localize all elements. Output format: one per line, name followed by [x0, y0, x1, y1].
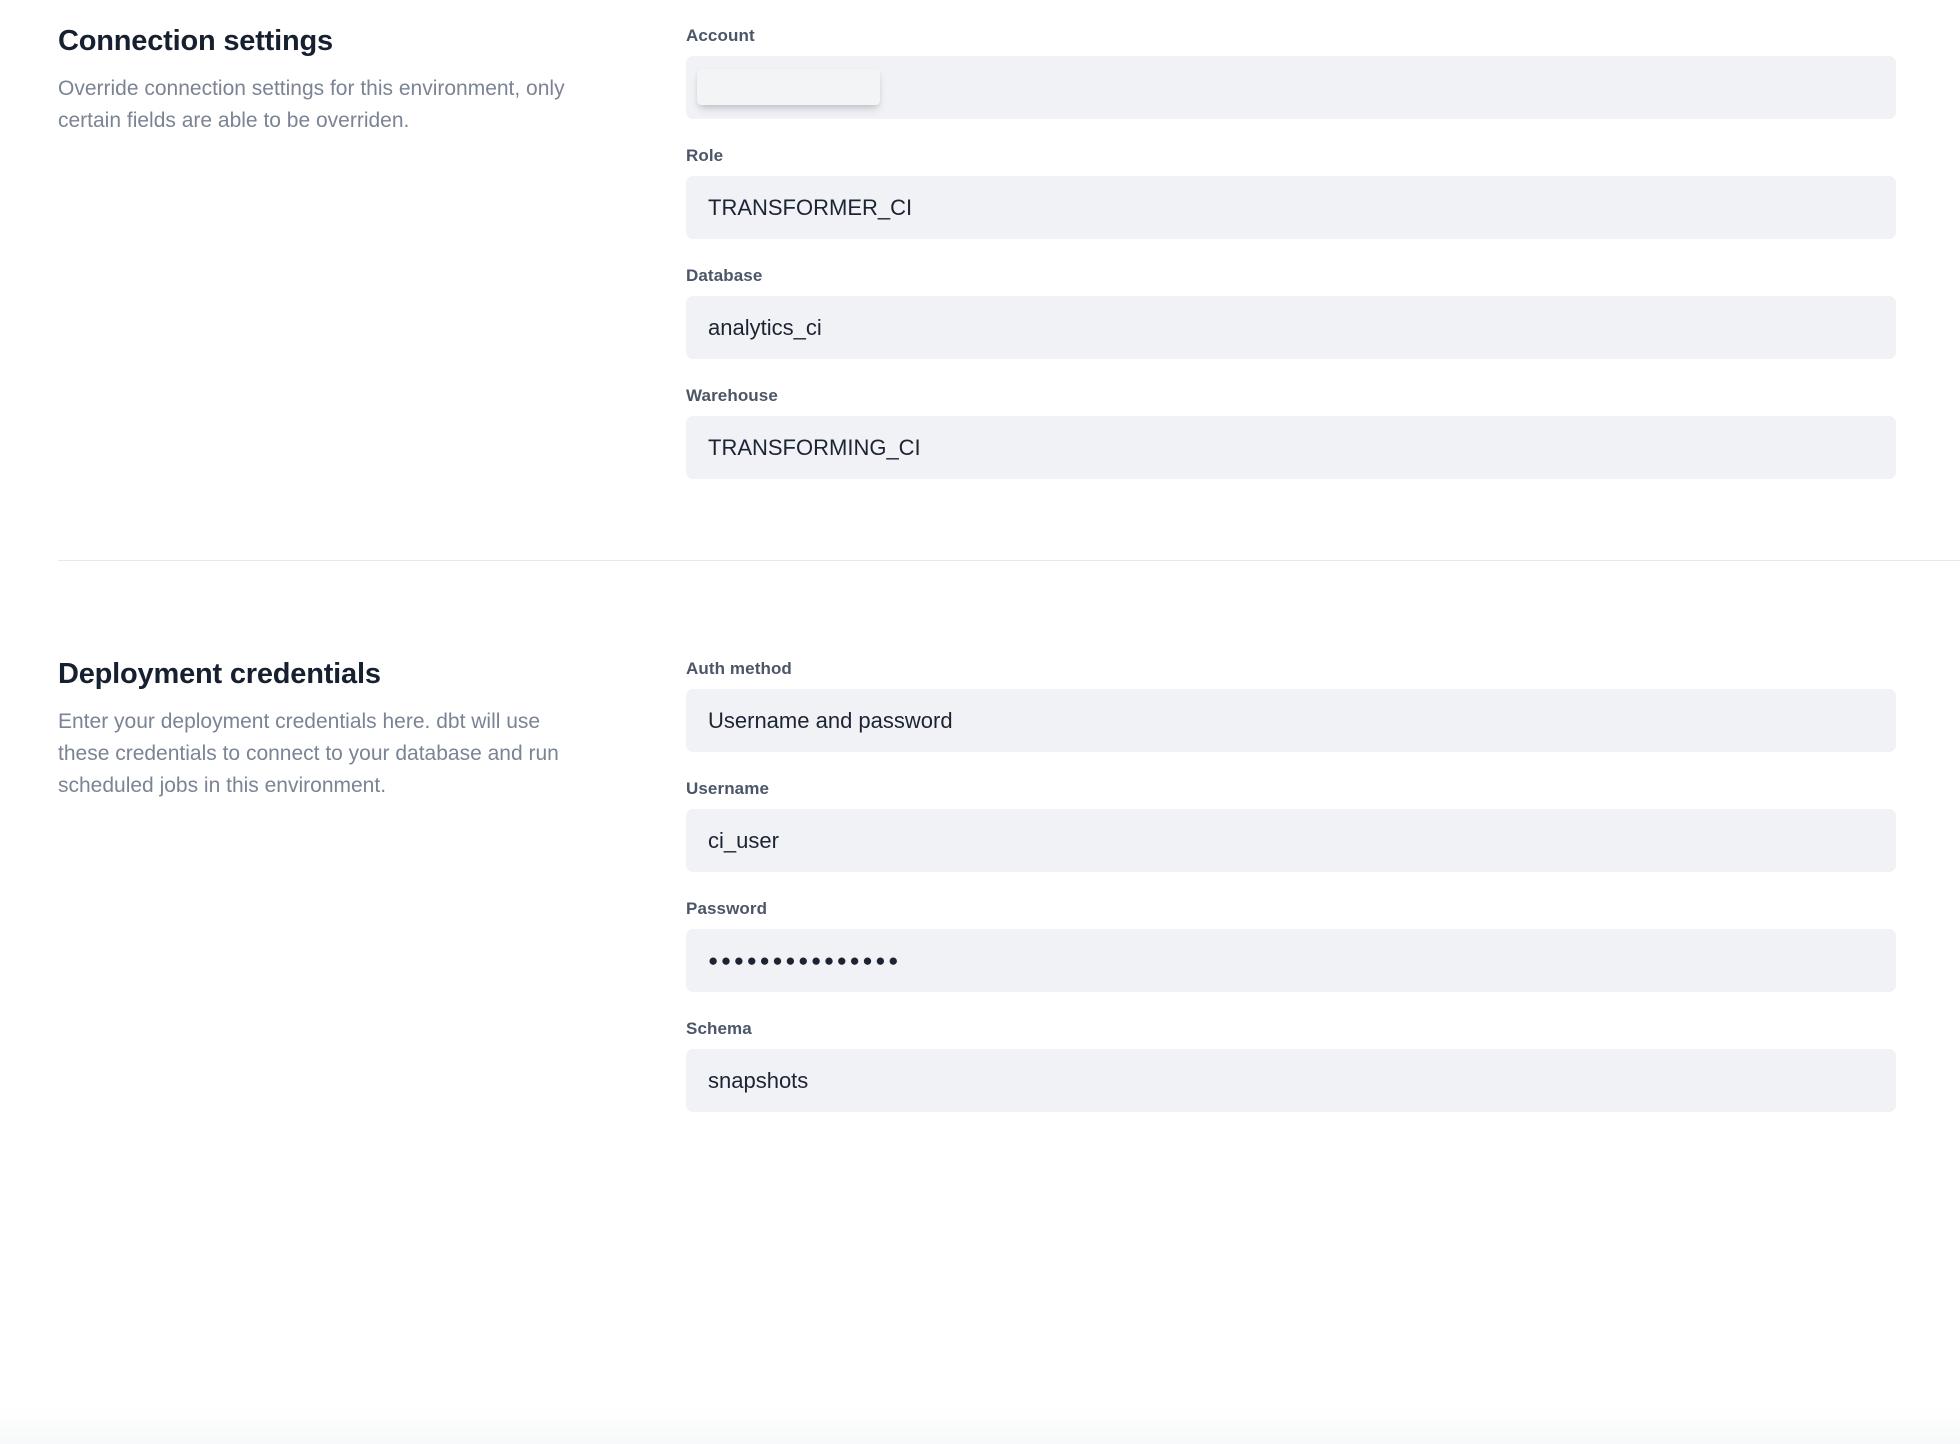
field-warehouse-label: Warehouse: [686, 386, 778, 405]
section-deployment-credentials-fields: Auth method Username and password Userna…: [686, 657, 1896, 1112]
section-connection-settings: Connection settings Override connection …: [0, 24, 1960, 479]
field-password-label: Password: [686, 899, 768, 918]
role-input[interactable]: TRANSFORMER_CI: [686, 176, 1896, 239]
section-deployment-credentials-title: Deployment credentials: [58, 658, 381, 690]
field-auth-method: Auth method Username and password: [686, 659, 1896, 752]
field-database: Database analytics_ci: [686, 266, 1896, 359]
field-database-value: analytics_ci: [708, 314, 822, 340]
field-schema: Schema snapshots: [686, 1019, 1896, 1112]
username-input[interactable]: ci_user: [686, 809, 1896, 872]
field-password-value: ●●●●●●●●●●●●●●●: [708, 951, 902, 970]
section-deployment-credentials-info: Deployment credentials Enter your deploy…: [58, 657, 686, 802]
section-connection-settings-title: Connection settings: [58, 25, 333, 57]
account-input[interactable]: [686, 56, 1896, 119]
warehouse-input[interactable]: TRANSFORMING_CI: [686, 416, 1896, 479]
section-deployment-credentials-description: Enter your deployment credentials here. …: [58, 709, 559, 797]
password-input[interactable]: ●●●●●●●●●●●●●●●: [686, 929, 1896, 992]
field-schema-value: snapshots: [708, 1067, 809, 1093]
field-username-value: ci_user: [708, 827, 779, 853]
divider-bottom-gap: [0, 561, 1960, 657]
field-warehouse: Warehouse TRANSFORMING_CI: [686, 386, 1896, 479]
top-spacer: [0, 0, 1960, 24]
field-account-label: Account: [686, 26, 755, 45]
field-password: Password ●●●●●●●●●●●●●●●: [686, 899, 1896, 992]
auth-method-input[interactable]: Username and password: [686, 689, 1896, 752]
field-role-label: Role: [686, 146, 724, 165]
section-connection-settings-info: Connection settings Override connection …: [58, 24, 686, 137]
divider-top-gap: [0, 479, 1960, 560]
footer-fade: [0, 1408, 1960, 1444]
section-divider: [58, 560, 1960, 561]
redaction-overlay-icon: [697, 69, 880, 105]
field-auth-method-value: Username and password: [708, 707, 953, 733]
database-input[interactable]: analytics_ci: [686, 296, 1896, 359]
field-schema-label: Schema: [686, 1019, 752, 1038]
field-username: Username ci_user: [686, 779, 1896, 872]
section-connection-settings-description: Override connection settings for this en…: [58, 76, 565, 132]
schema-input[interactable]: snapshots: [686, 1049, 1896, 1112]
field-warehouse-value: TRANSFORMING_CI: [708, 434, 921, 460]
field-auth-method-label: Auth method: [686, 659, 792, 678]
field-username-label: Username: [686, 779, 770, 798]
field-role: Role TRANSFORMER_CI: [686, 146, 1896, 239]
field-role-value: TRANSFORMER_CI: [708, 194, 913, 220]
section-deployment-credentials: Deployment credentials Enter your deploy…: [0, 657, 1960, 1112]
field-database-label: Database: [686, 266, 763, 285]
field-account: Account: [686, 26, 1896, 119]
section-connection-settings-fields: Account Role TRANSFORMER_CI Database ana…: [686, 24, 1896, 479]
